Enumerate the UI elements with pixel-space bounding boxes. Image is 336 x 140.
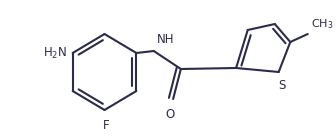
Text: S: S xyxy=(278,79,285,92)
Text: F: F xyxy=(103,119,110,132)
Text: NH: NH xyxy=(157,33,174,46)
Text: O: O xyxy=(166,108,175,121)
Text: CH$_3$: CH$_3$ xyxy=(310,17,333,31)
Text: H$_2$N: H$_2$N xyxy=(43,46,67,61)
